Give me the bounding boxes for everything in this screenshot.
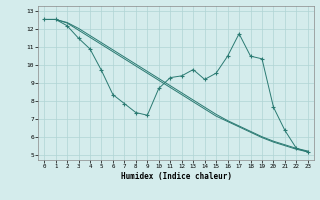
X-axis label: Humidex (Indice chaleur): Humidex (Indice chaleur) <box>121 172 231 181</box>
